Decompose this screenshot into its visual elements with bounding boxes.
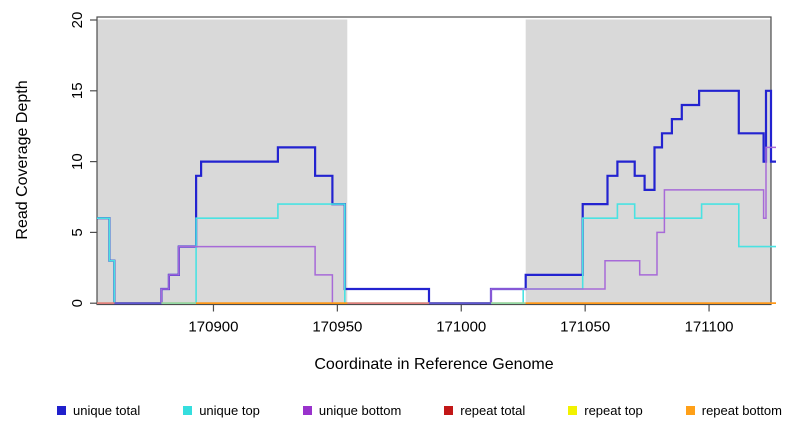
legend-item-repeat-top: repeat top — [568, 403, 643, 418]
legend-swatch — [685, 405, 695, 415]
series-line-unique-top — [97, 203, 776, 304]
y-axis-label: Read Coverage Depth — [14, 80, 31, 239]
coverage-plot: 170900 170950 171000 171050 171100 0 5 10 15 20 C… — [14, 12, 776, 373]
axes-layer: 170900 170950 171000 171050 171100 0 5 10 15 20 — [69, 12, 772, 336]
shaded-regions-layer — [97, 19, 771, 304]
legend-label: unique top — [199, 402, 260, 418]
legend-swatch — [444, 405, 454, 415]
y-tick-label: 15 — [69, 82, 86, 99]
legend-item-repeat-total: repeat total — [444, 403, 525, 418]
series-line-unique-bottom — [97, 146, 776, 304]
legend-swatch — [302, 405, 312, 415]
legend-swatch — [568, 405, 578, 415]
y-tick-label: 20 — [69, 12, 86, 29]
legend-label: repeat top — [584, 402, 643, 418]
y-tick-label: 10 — [69, 153, 86, 170]
legend-label: repeat total — [460, 402, 526, 418]
legend: unique total unique top unique bottom repea… — [0, 397, 792, 423]
shaded-region — [525, 19, 771, 304]
legend-item-unique-total: unique total — [57, 403, 140, 418]
x-tick-label: 171100 — [685, 319, 734, 336]
y-tick-label: 0 — [69, 299, 86, 307]
x-axis-label: Coordinate in Reference Genome — [314, 356, 553, 373]
x-tick-label: 170950 — [312, 319, 362, 336]
legend-item-unique-top: unique top — [183, 403, 260, 418]
x-tick-label: 171000 — [436, 319, 486, 336]
legend-label: repeat bottom — [701, 402, 782, 418]
legend-label: unique bottom — [318, 402, 402, 418]
legend-item-unique-bottom: unique bottom — [302, 402, 402, 418]
legend-swatch — [183, 405, 193, 415]
legend-swatch — [57, 405, 66, 415]
legend-label: unique total — [73, 402, 141, 418]
legend-item-repeat-bottom: repeat bottom — [685, 402, 782, 418]
y-tick-label: 5 — [69, 228, 86, 236]
x-tick-label: 170900 — [188, 319, 238, 336]
x-tick-label: 171050 — [560, 319, 610, 336]
